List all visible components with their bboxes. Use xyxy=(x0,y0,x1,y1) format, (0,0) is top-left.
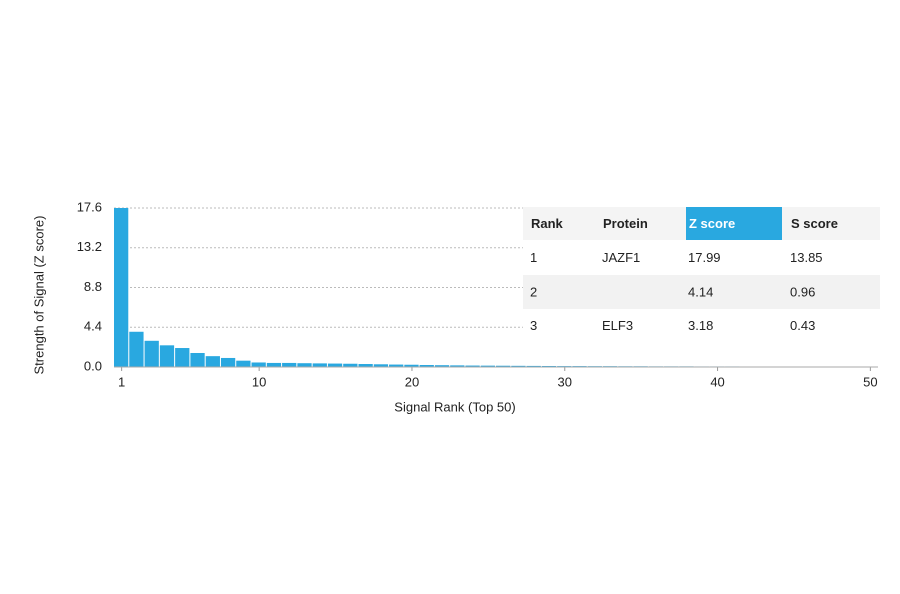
table-cell: 4.14 xyxy=(688,284,713,299)
bar xyxy=(343,363,358,367)
x-tick-label: 10 xyxy=(252,374,266,389)
bar xyxy=(480,365,495,367)
bar xyxy=(251,362,266,367)
bar xyxy=(511,365,526,367)
table-header-cell: Rank xyxy=(531,216,564,231)
x-tick-label: 20 xyxy=(405,374,419,389)
table-cell: 0.43 xyxy=(790,318,815,333)
y-tick-label: 4.4 xyxy=(84,319,102,334)
y-tick-label: 17.6 xyxy=(77,199,102,214)
bar xyxy=(236,360,251,367)
table-cell: 0.96 xyxy=(790,284,815,299)
table-row xyxy=(523,309,880,342)
x-tick-label: 30 xyxy=(558,374,572,389)
table-cell: ELF3 xyxy=(602,318,633,333)
bar xyxy=(389,364,404,367)
bar xyxy=(266,362,282,367)
bar xyxy=(190,352,205,367)
bar xyxy=(220,357,236,367)
bar xyxy=(373,364,389,367)
x-tick-label: 50 xyxy=(863,374,877,389)
highlight-cell xyxy=(686,207,782,240)
bar xyxy=(144,340,159,367)
table-header-cell: S score xyxy=(791,216,838,231)
y-tick-label: 8.8 xyxy=(84,279,102,294)
x-axis-label: Signal Rank (Top 50) xyxy=(394,399,515,414)
table-cell: 13.85 xyxy=(790,250,823,265)
table-cell: JAZF1 xyxy=(602,250,640,265)
bar xyxy=(419,365,434,367)
bar xyxy=(175,348,190,367)
bar xyxy=(404,364,419,367)
bar xyxy=(465,365,480,367)
bar xyxy=(312,363,327,367)
y-tick-label: 0.0 xyxy=(84,358,102,373)
bar xyxy=(434,365,450,367)
y-tick-label: 13.2 xyxy=(77,239,102,254)
bar xyxy=(450,365,465,367)
table-cell: 17.99 xyxy=(688,250,721,265)
bar xyxy=(496,365,511,367)
bar xyxy=(205,356,220,367)
bar xyxy=(327,363,343,367)
bar xyxy=(282,362,297,367)
table-cell: 3.18 xyxy=(688,318,713,333)
y-axis-label: Strength of Signal (Z score) xyxy=(31,216,46,375)
table-cell: 3 xyxy=(530,318,537,333)
table-cell: 1 xyxy=(530,250,537,265)
table-row xyxy=(523,275,880,309)
table-header-cell: Protein xyxy=(603,216,648,231)
bar xyxy=(159,345,175,367)
bar xyxy=(129,331,144,367)
table-row xyxy=(523,240,880,275)
bar xyxy=(526,365,541,367)
bar xyxy=(114,208,129,367)
table-header-cell: Z score xyxy=(689,216,735,231)
bar xyxy=(358,364,373,367)
x-tick-label: 1 xyxy=(118,374,125,389)
table-cell: 2 xyxy=(530,284,537,299)
x-tick-label: 40 xyxy=(710,374,724,389)
bar xyxy=(297,363,312,367)
